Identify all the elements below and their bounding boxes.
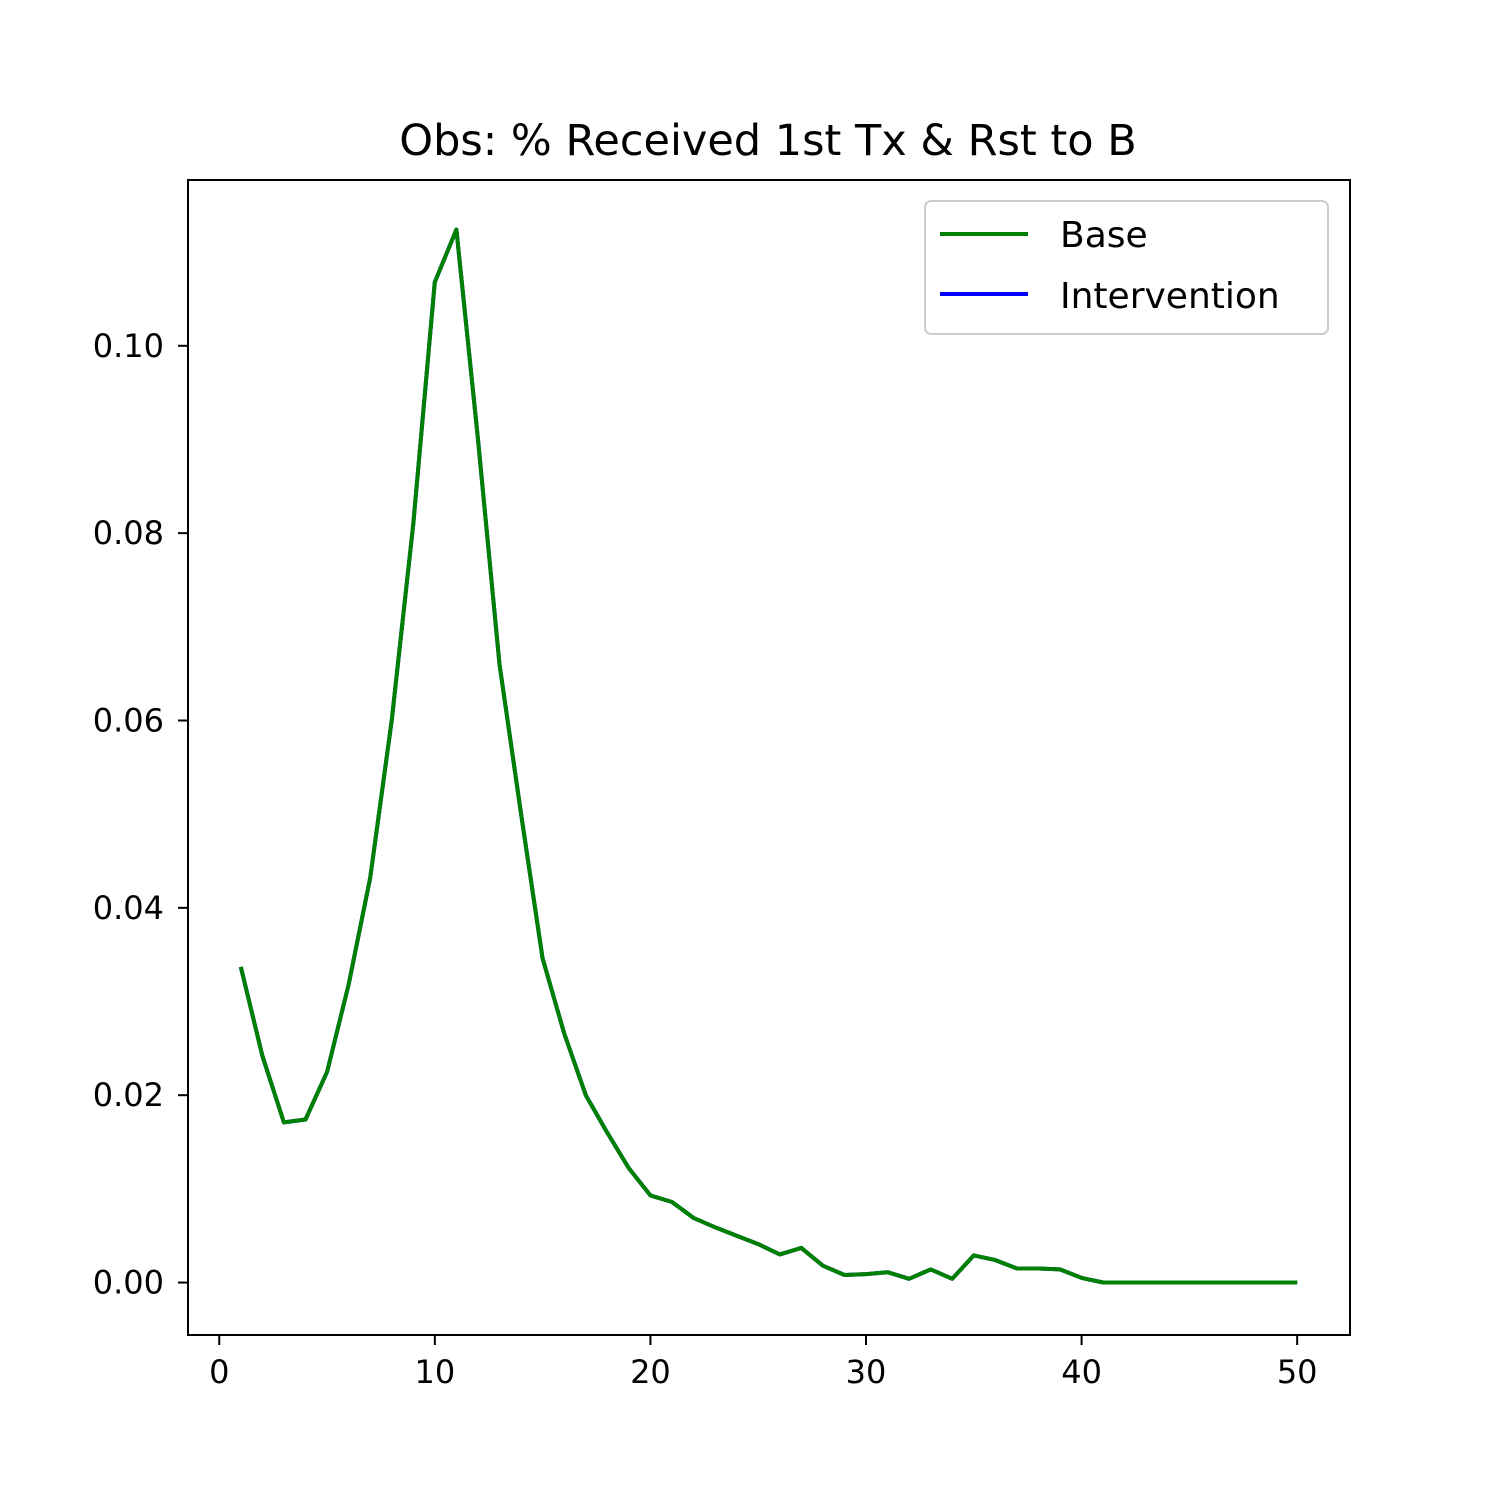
legend-label-intervention: Intervention bbox=[1060, 276, 1280, 317]
y-tick-label: 0.10 bbox=[93, 327, 164, 365]
x-tick-label: 10 bbox=[414, 1353, 455, 1391]
series-line-base bbox=[238, 227, 1298, 1285]
y-tick-label: 0.06 bbox=[93, 701, 164, 739]
x-tick-label: 30 bbox=[846, 1353, 887, 1391]
legend: Base Intervention bbox=[924, 200, 1329, 335]
y-tick-label: 0.04 bbox=[93, 889, 164, 927]
series-line-intervention bbox=[238, 227, 1298, 1285]
x-tick-label: 50 bbox=[1277, 1353, 1318, 1391]
y-axis: 0.00 0.02 0.04 0.06 0.08 0.10 bbox=[93, 327, 188, 1302]
y-tick-label: 0.00 bbox=[93, 1264, 164, 1302]
x-axis: 0 10 20 30 40 50 bbox=[209, 1335, 1318, 1391]
x-tick-label: 0 bbox=[209, 1353, 229, 1391]
series-layer bbox=[238, 227, 1298, 1285]
x-tick-label: 40 bbox=[1061, 1353, 1102, 1391]
plot-frame bbox=[187, 179, 1351, 1336]
legend-label-base: Base bbox=[1060, 215, 1148, 256]
y-tick-label: 0.08 bbox=[93, 514, 164, 552]
x-tick-label: 20 bbox=[630, 1353, 671, 1391]
y-tick-label: 0.02 bbox=[93, 1076, 164, 1114]
chart-title: Obs: % Received 1st Tx & Rst to B bbox=[399, 116, 1137, 166]
